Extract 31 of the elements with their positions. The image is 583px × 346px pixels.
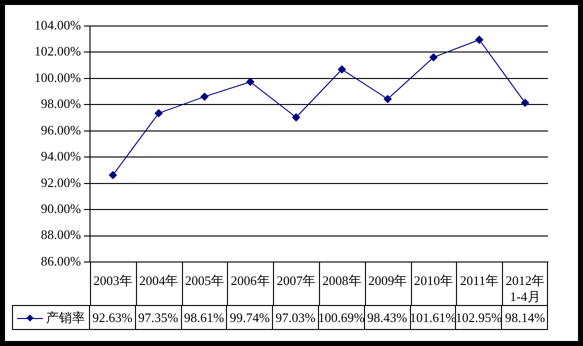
y-tick-label: 96.00% bbox=[40, 122, 82, 138]
x-tick-label: 2006年 bbox=[230, 273, 270, 288]
x-tick-label: 2005年 bbox=[185, 273, 224, 288]
x-tick-label: 2011年 bbox=[460, 273, 499, 288]
x-tick-label: 2010年 bbox=[414, 273, 453, 288]
y-tick-label: 100.00% bbox=[34, 70, 82, 85]
x-tick-label: 2008年 bbox=[322, 273, 362, 288]
data-label: 100.69% bbox=[318, 306, 365, 329]
data-label: 99.74% bbox=[227, 306, 274, 329]
data-label: 98.14% bbox=[504, 308, 546, 326]
x-tick-label: 2009年 bbox=[368, 273, 408, 288]
data-label: 92.63% bbox=[90, 306, 136, 329]
legend-label: 产销率 bbox=[46, 308, 85, 326]
x-tick-label: 2012年 1-4月 bbox=[506, 273, 545, 304]
data-label: 97.03% bbox=[273, 306, 319, 329]
x-tick-label: 2004年 bbox=[139, 273, 178, 288]
y-tick-label: 90.00% bbox=[40, 200, 82, 216]
data-label: 102.95% bbox=[456, 306, 502, 329]
y-tick-label: 92.00% bbox=[40, 174, 82, 190]
y-tick-label: 86.00% bbox=[40, 253, 82, 268]
x-tick-label: 2003年 bbox=[93, 273, 132, 288]
data-label: 97.35% bbox=[136, 306, 182, 329]
data-label: 98.61% bbox=[182, 306, 228, 329]
data-label: 98.43% bbox=[364, 306, 411, 329]
data-label: 101.61% bbox=[410, 306, 456, 329]
y-tick-label: 102.00% bbox=[34, 44, 82, 59]
y-tick-label: 104.00% bbox=[34, 17, 82, 32]
y-tick-label: 88.00% bbox=[40, 227, 82, 242]
y-tick-label: 94.00% bbox=[40, 148, 82, 164]
x-tick-label: 2007年 bbox=[276, 273, 316, 288]
y-tick-label: 98.00% bbox=[40, 96, 82, 112]
